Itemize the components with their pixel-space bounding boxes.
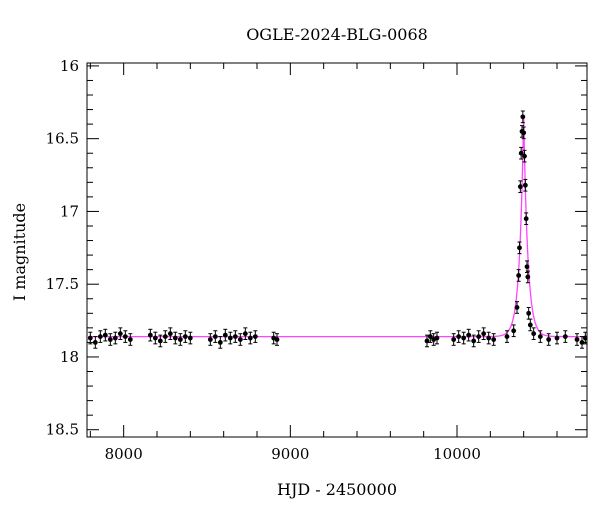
data-point [486, 335, 492, 341]
data-point [554, 335, 560, 341]
data-point [227, 335, 233, 341]
data-point [525, 274, 531, 280]
data-point [511, 328, 517, 334]
x-tick-label: 10000 [433, 445, 481, 463]
data-point [522, 153, 527, 159]
data-point [127, 337, 133, 342]
data-point [274, 337, 280, 342]
y-tick-label: 17.5 [46, 275, 79, 293]
data-point [523, 216, 529, 222]
data-point [157, 338, 163, 344]
data-point [527, 322, 533, 328]
data-point [524, 264, 530, 270]
data-point [97, 334, 103, 339]
data-point [526, 310, 532, 316]
data-point [152, 335, 158, 341]
data-point [491, 337, 497, 342]
data-point [582, 335, 587, 341]
data-point [252, 334, 258, 339]
x-axis-title: HJD - 2450000 [277, 480, 397, 499]
y-tick-label: 18 [60, 348, 79, 366]
data-point [466, 332, 472, 338]
data-point [107, 337, 113, 342]
data-point [471, 338, 477, 344]
data-point [427, 334, 433, 339]
data-point [517, 245, 522, 251]
data-point [434, 335, 440, 341]
x-tick-label: 8000 [105, 445, 143, 463]
y-tick-label: 18.5 [46, 421, 79, 439]
data-point [167, 331, 173, 337]
data-point [562, 334, 568, 339]
data-point [517, 184, 523, 190]
data-point [247, 335, 253, 341]
data-point [521, 130, 527, 136]
data-point [546, 337, 552, 342]
data-point [579, 340, 585, 345]
data-point [537, 334, 543, 339]
data-point [522, 182, 528, 188]
chart-title: OGLE-2024-BLG-0068 [246, 25, 428, 44]
data-point [172, 335, 178, 341]
data-point [217, 340, 223, 345]
data-point [232, 334, 238, 339]
x-tick-label: 9000 [271, 445, 309, 463]
data-point [518, 150, 524, 156]
data-point [574, 337, 580, 342]
data-point [516, 273, 522, 278]
data-point [182, 334, 188, 339]
data-point [242, 331, 248, 337]
data-point [187, 335, 193, 341]
y-axis-title: I magnitude [10, 203, 29, 301]
data-point [424, 338, 430, 344]
data-point [476, 334, 482, 339]
data-point [212, 334, 218, 339]
data-point [87, 335, 93, 341]
data-point [531, 331, 537, 337]
data-point [514, 305, 520, 310]
data-point [456, 334, 462, 339]
data-point [520, 114, 526, 120]
data-point [92, 340, 98, 345]
data-point [237, 337, 243, 342]
data-point [451, 337, 457, 342]
data-point [147, 332, 153, 338]
data-point [207, 337, 213, 342]
data-point [177, 337, 183, 342]
y-tick-label: 16.5 [46, 130, 79, 148]
data-point [122, 334, 128, 339]
data-point [112, 335, 118, 341]
data-point [102, 332, 108, 338]
data-point [504, 334, 510, 339]
y-tick-label: 17 [60, 202, 79, 220]
data-point [461, 335, 467, 341]
data-point [162, 334, 168, 339]
y-tick-label: 16 [60, 57, 79, 75]
model-curve [87, 115, 587, 338]
data-point [117, 331, 123, 337]
data-point [481, 331, 487, 337]
data-point [222, 332, 228, 338]
plot-frame [86, 62, 588, 438]
plot-area: 8000 9000 10000 16 16.5 17 17.5 18 18.5 [46, 57, 588, 463]
